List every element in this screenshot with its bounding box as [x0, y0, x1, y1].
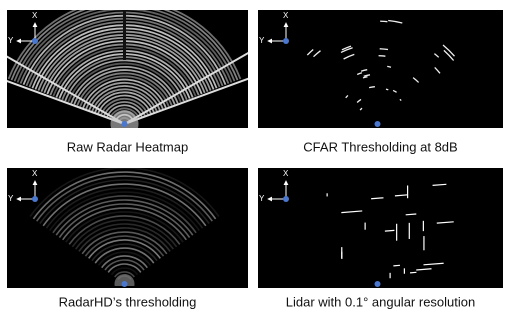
- axis-y-label: Y: [8, 36, 14, 45]
- axis-origin: [283, 38, 289, 44]
- axis-y-label: Y: [8, 194, 14, 203]
- axis-x-label: X: [283, 11, 289, 20]
- axis-y-label: Y: [259, 36, 265, 45]
- panel-caption: CFAR Thresholding at 8dB: [303, 139, 457, 154]
- axis-origin: [283, 196, 289, 202]
- sensor-dot: [375, 121, 381, 127]
- panel-caption: RadarHD’s thresholding: [59, 294, 197, 309]
- lidar-segment: [406, 214, 417, 215]
- panel-caption: Raw Radar Heatmap: [67, 139, 188, 154]
- figure: XYRaw Radar HeatmapXYCFAR Thresholding a…: [0, 0, 511, 313]
- sensor-dot: [375, 281, 381, 287]
- axis-y-label: Y: [259, 194, 265, 203]
- panel: XY: [258, 168, 503, 288]
- lidar-segment: [385, 230, 395, 231]
- panel: XY: [258, 10, 503, 128]
- axis-origin: [32, 38, 38, 44]
- cfar-detection: [379, 56, 386, 57]
- panel-image: [258, 10, 503, 128]
- axis-x-label: X: [283, 169, 289, 178]
- lidar-segment: [393, 265, 400, 266]
- panel: XY: [7, 168, 248, 294]
- cfar-detection: [380, 49, 388, 50]
- panel-image: [258, 168, 503, 288]
- axis-origin: [32, 196, 38, 202]
- cfar-detection: [380, 21, 387, 22]
- panel-caption: Lidar with 0.1° angular resolution: [286, 294, 475, 309]
- sensor-dot: [122, 121, 128, 127]
- sensor-dot: [122, 281, 128, 287]
- panel: XY: [0, 0, 275, 138]
- cfar-detection: [387, 66, 391, 67]
- lidar-segment: [410, 272, 416, 273]
- cfar-detection: [386, 89, 388, 90]
- axis-x-label: X: [32, 11, 38, 20]
- axis-x-label: X: [32, 169, 38, 178]
